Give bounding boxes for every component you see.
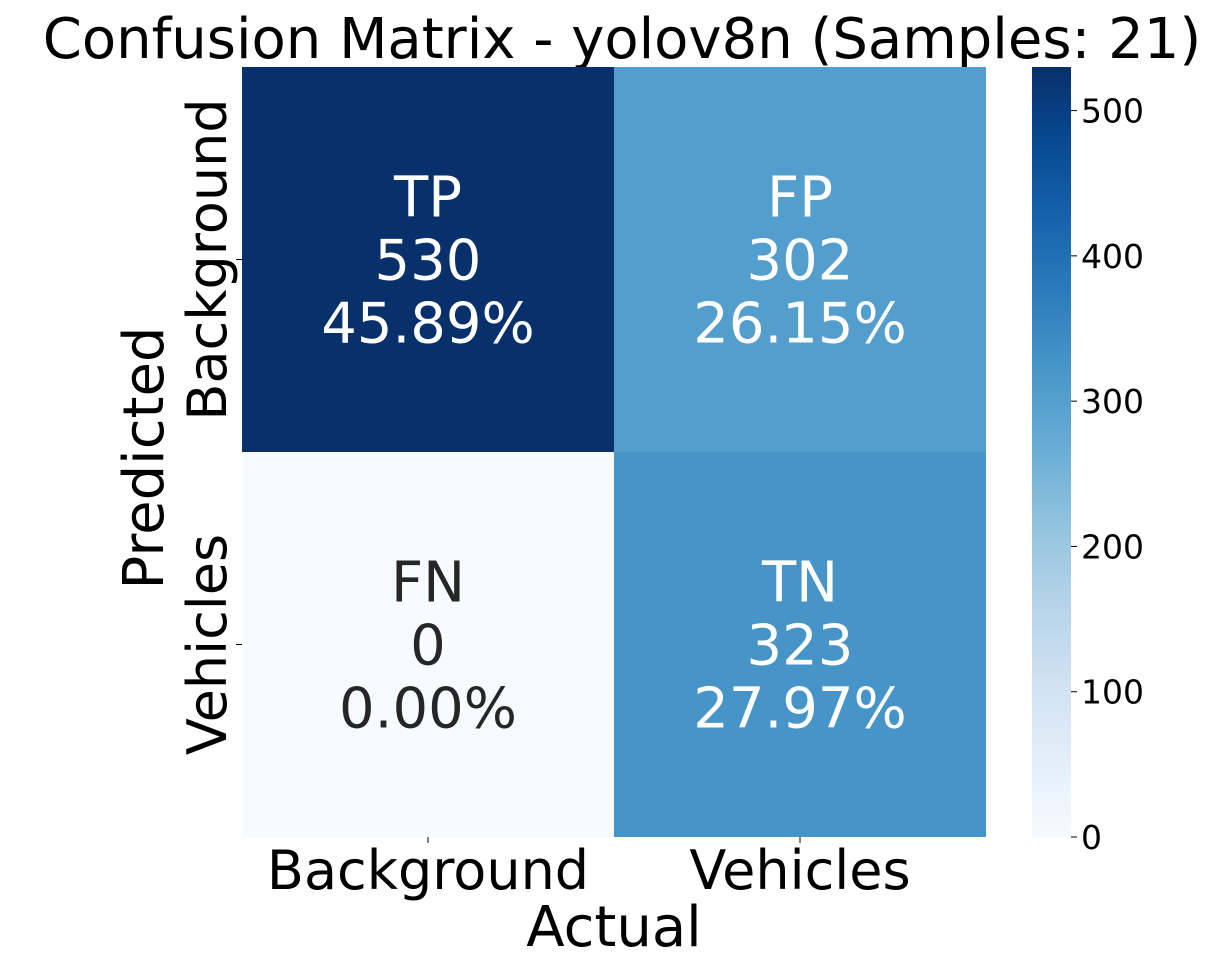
colorbar-tick-label: 400: [1081, 237, 1144, 276]
cell-percent-label: 45.89%: [321, 292, 535, 357]
chart-title: Confusion Matrix - yolov8n (Samples: 21): [43, 7, 1202, 72]
colorbar-tick-label: 200: [1081, 527, 1144, 566]
cell-value-label: 302: [747, 229, 854, 294]
cell-value-label: 323: [747, 614, 854, 679]
x-axis-label: Actual: [526, 895, 701, 960]
heatmap-cell-tn: [614, 452, 986, 837]
y-axis-label: Predicted: [112, 327, 177, 590]
colorbar-ticks: 0 100 200 300 400 500: [1071, 92, 1144, 857]
cell-tag-label: FP: [767, 166, 833, 231]
colorbar-tick-label: 300: [1081, 382, 1144, 421]
heatmap-cell-fp: [614, 67, 986, 452]
cell-percent-label: 0.00%: [339, 677, 517, 742]
cell-tag-label: TN: [761, 551, 838, 616]
cell-value-label: 530: [375, 229, 482, 294]
cell-percent-label: 26.15%: [693, 292, 907, 357]
y-axis-ticks: Background Vehicles: [176, 98, 242, 755]
x-tick-label: Vehicles: [689, 839, 910, 902]
y-tick-label: Vehicles: [176, 534, 239, 755]
heatmap-cell-tp: [242, 67, 614, 452]
cell-tag-label: TP: [393, 166, 462, 231]
colorbar-tick-label: 100: [1081, 673, 1144, 712]
colorbar-tick-label: 0: [1081, 818, 1102, 857]
heatmap-cell-fn: [242, 452, 614, 837]
colorbar: [1032, 67, 1071, 837]
colorbar-tick-label: 500: [1081, 92, 1144, 131]
x-axis-ticks: Background Vehicles: [267, 837, 911, 902]
y-tick-label: Background: [176, 98, 239, 420]
cell-tag-label: FN: [391, 551, 465, 616]
cell-percent-label: 27.97%: [693, 677, 907, 742]
x-tick-label: Background: [267, 839, 589, 902]
cell-value-label: 0: [410, 614, 446, 679]
